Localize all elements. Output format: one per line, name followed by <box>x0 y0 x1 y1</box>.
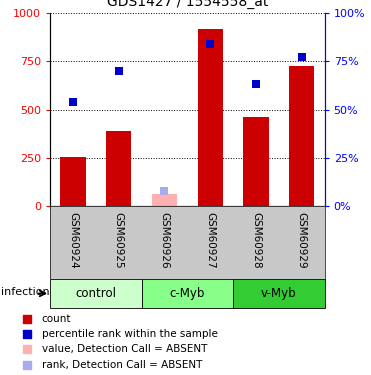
Text: GSM60926: GSM60926 <box>160 212 170 269</box>
Point <box>24 362 30 368</box>
Text: infection: infection <box>1 287 50 297</box>
Text: GSM60927: GSM60927 <box>205 212 215 269</box>
Bar <box>289 66 314 206</box>
Bar <box>198 28 223 206</box>
Text: v-Myb: v-Myb <box>261 287 297 300</box>
Text: GSM60929: GSM60929 <box>297 212 307 269</box>
Bar <box>50 279 142 308</box>
Bar <box>142 279 233 308</box>
Point <box>24 316 30 322</box>
Point <box>253 81 259 87</box>
Text: c-Myb: c-Myb <box>170 287 205 300</box>
Bar <box>233 279 325 308</box>
Text: value, Detection Call = ABSENT: value, Detection Call = ABSENT <box>42 344 207 354</box>
Text: GSM60928: GSM60928 <box>251 212 261 269</box>
Bar <box>60 158 86 206</box>
Point <box>24 346 30 352</box>
Bar <box>243 117 269 206</box>
Text: GSM60924: GSM60924 <box>68 212 78 269</box>
Bar <box>152 194 177 206</box>
Text: control: control <box>75 287 116 300</box>
Text: GSM60925: GSM60925 <box>114 212 124 269</box>
Point <box>299 54 305 60</box>
Point <box>24 331 30 337</box>
Point <box>207 41 213 47</box>
Point <box>116 68 122 74</box>
Text: rank, Detection Call = ABSENT: rank, Detection Call = ABSENT <box>42 360 202 370</box>
Bar <box>106 131 131 206</box>
Title: GDS1427 / 1554558_at: GDS1427 / 1554558_at <box>107 0 268 9</box>
Point <box>161 188 167 194</box>
Text: percentile rank within the sample: percentile rank within the sample <box>42 329 217 339</box>
Text: count: count <box>42 314 71 324</box>
Point <box>70 99 76 105</box>
